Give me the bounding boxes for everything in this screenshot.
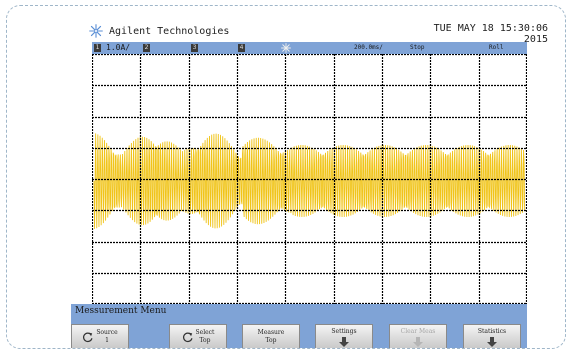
select-value: Top bbox=[199, 336, 211, 344]
run-state: Stop bbox=[410, 44, 425, 51]
rotate-knob-icon bbox=[83, 332, 93, 342]
settings-label: Settings bbox=[331, 328, 357, 335]
agilent-spark-icon bbox=[89, 24, 103, 38]
source-softkey[interactable]: Source 1 bbox=[71, 324, 129, 348]
settings-softkey[interactable]: Settings bbox=[315, 324, 373, 348]
statistics-softkey[interactable]: Statistics bbox=[463, 324, 521, 348]
measure-label: Measure bbox=[257, 328, 285, 336]
submenu-arrow-icon bbox=[413, 337, 423, 347]
status-bar: 1 1.0A/ 2 3 4 200.0ms/ Stop Roll bbox=[92, 42, 527, 54]
source-value: 1 bbox=[105, 336, 109, 344]
submenu-arrow-icon bbox=[339, 337, 349, 347]
trigger-spark-icon bbox=[281, 43, 291, 53]
clear-meas-label: Clear Meas bbox=[400, 328, 436, 335]
source-label: Source bbox=[96, 328, 118, 336]
waveform-svg bbox=[92, 54, 527, 304]
statistics-label: Statistics bbox=[477, 328, 507, 335]
brand: Agilent Technologies bbox=[89, 23, 229, 39]
rotate-knob-icon bbox=[182, 332, 193, 342]
select-label: Select bbox=[195, 328, 215, 336]
datetime: TUE MAY 18 15:30:06 2015 bbox=[433, 23, 548, 45]
select-softkey[interactable]: Select Top bbox=[169, 324, 227, 348]
channel-4-badge[interactable]: 4 bbox=[238, 44, 245, 52]
submenu-arrow-icon bbox=[487, 337, 497, 347]
brand-name: Agilent Technologies bbox=[109, 25, 230, 37]
measure-value: Top bbox=[265, 336, 277, 344]
graticule bbox=[92, 54, 527, 304]
acquisition-mode: Roll bbox=[489, 44, 504, 51]
timebase: 200.0ms/ bbox=[354, 44, 383, 51]
clear-meas-softkey[interactable]: Clear Meas bbox=[389, 324, 447, 348]
waveform-display[interactable] bbox=[92, 54, 527, 304]
menu-title: Messurement Menu bbox=[75, 306, 167, 316]
channel-1-badge[interactable]: 1 bbox=[94, 44, 101, 52]
measure-top-softkey[interactable]: Measure Top bbox=[242, 324, 300, 348]
channel-2-badge[interactable]: 2 bbox=[143, 44, 150, 52]
screenshot-frame: Agilent Technologies TUE MAY 18 15:30:06… bbox=[6, 5, 566, 349]
channel-3-badge[interactable]: 3 bbox=[191, 44, 198, 52]
channel-1-scale: 1.0A/ bbox=[106, 43, 131, 52]
measurement-menu: Messurement Menu Source 1 bbox=[71, 304, 527, 348]
channel-1-trace bbox=[93, 133, 526, 229]
